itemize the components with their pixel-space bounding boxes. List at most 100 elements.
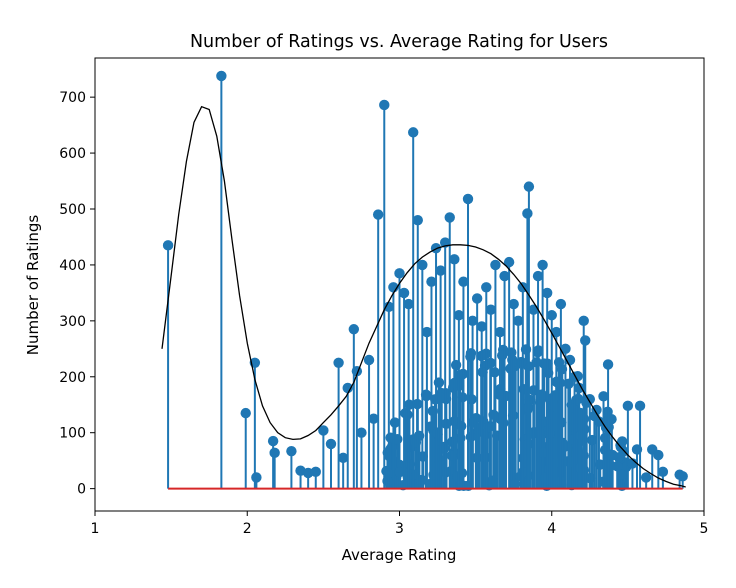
stem-marker <box>435 265 446 276</box>
stem-marker <box>286 445 297 457</box>
stem-marker <box>677 471 688 482</box>
stem-marker <box>634 400 646 412</box>
stem-marker <box>551 326 562 338</box>
stem-marker <box>398 287 410 299</box>
y-axis-title: Number of Ratings <box>24 215 42 356</box>
stem-marker <box>532 270 544 282</box>
stem-marker <box>569 371 580 382</box>
stem-marker <box>612 461 623 472</box>
dense-marker <box>456 420 467 432</box>
stem-marker <box>598 391 609 402</box>
x-axis-ticks: 1 2 3 4 5 <box>91 511 709 537</box>
stem-marker <box>449 254 460 265</box>
y-tick-label: 700 <box>59 90 86 106</box>
stem-marker <box>467 315 478 327</box>
y-tick-label: 500 <box>59 202 86 218</box>
y-tick-label: 600 <box>59 146 86 162</box>
stem-marker <box>607 449 618 461</box>
stem-marker <box>412 214 423 226</box>
stem-marker <box>503 256 515 268</box>
stem-marker <box>481 282 492 293</box>
dense-marker <box>617 436 628 447</box>
dense-marker <box>544 428 555 439</box>
stem-marker <box>372 209 384 220</box>
stem-marker <box>523 181 535 192</box>
dense-marker <box>465 351 476 362</box>
stem-marker <box>267 435 279 447</box>
stem-marker <box>471 293 483 304</box>
stem-marker <box>356 427 367 438</box>
stem-marker <box>485 304 497 315</box>
stem-marker <box>426 276 437 287</box>
stem-marker <box>383 301 395 313</box>
stem-marker <box>653 449 664 461</box>
stem-marker <box>513 315 524 327</box>
stem-marker <box>453 310 465 321</box>
stem-marker <box>560 343 571 355</box>
stem-marker <box>325 438 337 450</box>
stem-marker <box>337 452 349 464</box>
stem-marker <box>593 416 605 427</box>
stem-marker <box>417 259 428 271</box>
stem-marker <box>310 466 321 478</box>
stem-marker <box>333 357 344 368</box>
y-tick-label: 300 <box>59 314 86 330</box>
stem-marker <box>522 208 533 219</box>
stem-marker <box>394 268 405 279</box>
density-curve <box>161 105 686 488</box>
stem-marker <box>269 447 280 459</box>
stem-marker <box>251 472 262 483</box>
dense-marker <box>506 347 517 358</box>
stem-marker <box>348 324 360 335</box>
stem-marker <box>494 326 506 338</box>
stem-marker <box>546 310 557 321</box>
y-tick-label: 400 <box>59 258 86 274</box>
stem-marker <box>537 259 548 271</box>
stem-marker <box>363 354 375 366</box>
chart-title: Number of Ratings vs. Average Rating for… <box>190 32 608 52</box>
dense-marker <box>496 350 508 361</box>
stem-marker <box>342 382 353 394</box>
stem-marker <box>490 259 501 271</box>
x-tick-label: 1 <box>91 521 100 537</box>
curve-line <box>161 105 686 488</box>
stem-marker <box>508 298 519 310</box>
stem-marker <box>318 425 329 436</box>
stem-series <box>162 70 688 489</box>
dense-marker <box>446 450 458 461</box>
stem-marker <box>541 287 553 299</box>
stem-marker <box>627 458 638 469</box>
stem-marker <box>368 413 379 424</box>
stem-marker <box>458 276 469 287</box>
stem-marker <box>580 335 591 346</box>
dense-marker <box>586 434 598 446</box>
stem-marker <box>421 326 433 338</box>
stem-marker <box>216 70 227 82</box>
stem-marker <box>573 382 585 394</box>
stem-marker <box>162 240 174 251</box>
x-tick-label: 2 <box>243 521 252 537</box>
stem-marker <box>640 472 652 483</box>
stem-marker <box>602 359 614 370</box>
stem-marker <box>499 270 510 282</box>
y-tick-label: 0 <box>77 482 86 498</box>
stem-marker <box>379 99 390 111</box>
stem-marker <box>622 400 634 412</box>
stem-marker <box>462 193 474 205</box>
stem-marker <box>403 298 414 310</box>
x-tick-label: 4 <box>547 521 556 537</box>
stem-marker <box>555 298 567 310</box>
stem-marker <box>302 467 314 479</box>
x-axis-title: Average Rating <box>342 546 457 564</box>
stem-marker <box>616 469 627 480</box>
y-axis-ticks: 0 100 200 300 400 500 600 700 <box>59 90 95 498</box>
stem-marker <box>476 321 487 332</box>
y-tick-label: 100 <box>59 426 86 442</box>
stem-marker <box>408 127 419 138</box>
stem-marker <box>240 407 251 419</box>
x-tick-label: 5 <box>700 521 709 537</box>
x-tick-label: 3 <box>395 521 404 537</box>
stem-marker <box>578 315 589 327</box>
y-tick-label: 200 <box>59 370 86 386</box>
